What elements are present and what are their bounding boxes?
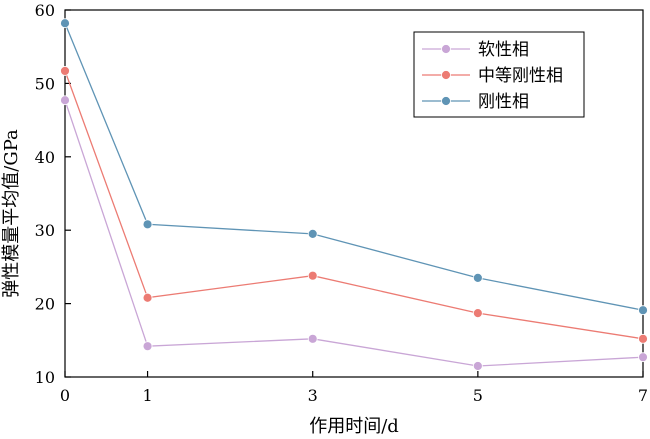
data-point xyxy=(472,361,483,371)
data-point xyxy=(307,270,318,281)
plot-frame xyxy=(64,9,644,378)
series-3 xyxy=(60,18,648,316)
y-tick-label: 30 xyxy=(35,221,55,240)
legend-label: 软性相 xyxy=(478,40,529,60)
data-point xyxy=(307,228,318,239)
data-point xyxy=(638,352,648,363)
legend-marker xyxy=(441,44,451,54)
data-point xyxy=(142,219,153,230)
data-point xyxy=(142,341,153,352)
axes: 0 1 3 5 7 10 20 30 40 50 60 xyxy=(35,1,648,405)
data-point xyxy=(472,273,483,283)
series-layer xyxy=(60,18,648,371)
legend-item: 刚性相 xyxy=(422,92,529,112)
legend-label: 刚性相 xyxy=(478,92,529,112)
y-tick-label: 40 xyxy=(35,148,55,167)
data-point xyxy=(60,66,70,76)
x-tick-label: 1 xyxy=(142,386,152,405)
x-axis-title: 作用时间/d xyxy=(309,416,399,437)
data-point xyxy=(142,292,153,303)
legend-item: 中等刚性相 xyxy=(422,66,563,86)
x-tick-label: 5 xyxy=(473,386,483,405)
series-1 xyxy=(60,95,648,371)
legend-marker xyxy=(441,96,451,106)
series-line xyxy=(64,100,644,367)
y-tick-label: 50 xyxy=(35,74,55,93)
legend-item: 软性相 xyxy=(422,40,529,60)
data-point xyxy=(307,333,318,344)
data-point xyxy=(472,308,483,319)
data-point xyxy=(638,333,648,344)
data-point xyxy=(60,18,70,29)
y-axis-title: 弹性模量平均值/GPa xyxy=(1,129,22,298)
y-tick-label: 10 xyxy=(35,368,55,387)
x-tick-label: 7 xyxy=(638,386,648,405)
series-2 xyxy=(60,66,648,344)
data-point xyxy=(638,305,648,316)
x-tick-label: 0 xyxy=(60,386,70,405)
y-tick-label: 60 xyxy=(35,1,55,20)
legend-label: 中等刚性相 xyxy=(478,66,563,86)
x-tick-label: 3 xyxy=(308,386,318,405)
data-point xyxy=(60,95,70,106)
legend-marker xyxy=(441,70,451,80)
y-tick-label: 20 xyxy=(35,295,55,314)
